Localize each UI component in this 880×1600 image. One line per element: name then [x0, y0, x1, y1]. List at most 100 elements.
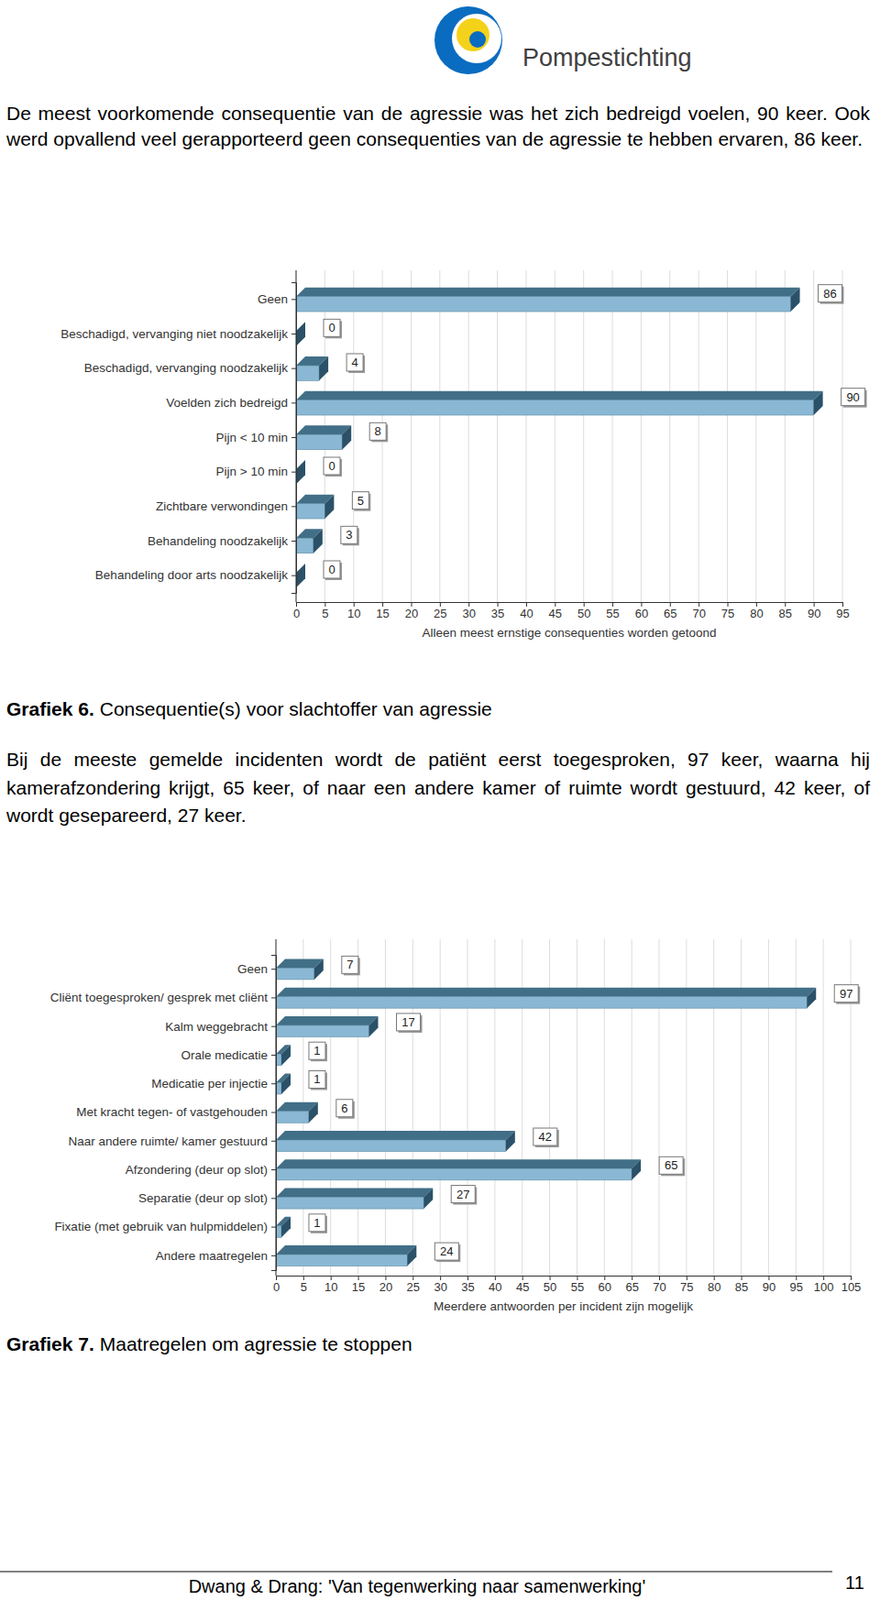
tick-label: Zichtbare verwondingen: [155, 499, 288, 514]
data-label-box: [818, 285, 843, 303]
tick-label: 10: [324, 1280, 338, 1295]
tick-label: 100: [814, 1280, 835, 1295]
caption: Grafiek 7.Maatregelen om agressie te sto…: [6, 1333, 413, 1355]
tick: Zichtbare verwondingen: [155, 499, 297, 514]
caption-text: Maatregelen om agressie te stoppen: [99, 1333, 413, 1355]
bar-top: [275, 988, 816, 998]
grid-line: [842, 270, 844, 603]
tick: 10: [347, 602, 361, 621]
tick: 55: [605, 602, 619, 621]
tick-label: 10: [347, 606, 361, 621]
tick: 20: [405, 602, 418, 621]
data-label: 7: [346, 957, 353, 972]
tick-label: Geen: [257, 292, 288, 307]
tick: Pijn < 10 min: [216, 430, 297, 445]
data-label-box: [341, 956, 359, 974]
tick-label: 45: [549, 606, 562, 621]
chart: Geen Beschadigd, vervanging niet noodzake…: [60, 270, 867, 640]
tick-label: Pijn > 10 min: [216, 464, 288, 479]
data-label-box: [323, 319, 341, 337]
tick: Beschadigd, vervanging niet noodzakelijk: [60, 327, 297, 341]
tick-label: 20: [379, 1280, 393, 1295]
data-label-box: [396, 1013, 421, 1032]
data-label-box: [659, 1156, 683, 1175]
bar-side: [296, 563, 306, 588]
bar-side: [308, 1102, 319, 1124]
tick-label: 50: [543, 1280, 557, 1295]
tick: 0: [293, 602, 300, 621]
tick: 80: [707, 1276, 721, 1295]
caption-text: Consequentie(s) voor slachtoffer van agr…: [99, 698, 493, 720]
footer-text: Dwang & Drang: 'Van tegenwerking naar sa…: [188, 1576, 647, 1597]
tick-label: 30: [433, 1280, 447, 1295]
tick-mark: [271, 1112, 276, 1114]
bar-top: [296, 425, 352, 435]
paragraph: De meest voorkomende consequentie van de…: [6, 100, 870, 153]
tick: 90: [807, 602, 821, 621]
tick-mark: [271, 1198, 276, 1199]
bar: [296, 400, 814, 416]
grid: [275, 939, 851, 1276]
tick-label: Andere maatregelen: [155, 1249, 268, 1264]
bar: [275, 1198, 424, 1210]
tick-label: 75: [721, 606, 735, 621]
tick: 40: [488, 1276, 502, 1295]
tick-label: Behandeling door arts noodzakelijk: [95, 568, 288, 583]
tick-label: 105: [841, 1280, 862, 1295]
bar-side: [341, 425, 352, 450]
tick: 90: [762, 1276, 776, 1295]
tick: 65: [625, 1276, 638, 1295]
data-label-box: [323, 561, 341, 579]
data-label-box: [308, 1070, 326, 1089]
bars: [275, 958, 816, 1266]
tick: Separatie (deur op slot): [138, 1191, 276, 1206]
tick-mark: [271, 1026, 276, 1028]
tick-label: 80: [707, 1280, 721, 1295]
bar: [296, 297, 792, 312]
caption: Grafiek 6.Consequentie(s) voor slachtoff…: [6, 698, 493, 720]
bar-side: [319, 356, 329, 381]
bar-top: [275, 1016, 379, 1026]
tick: Orale medicatie: [180, 1048, 276, 1063]
axis-title: Meerdere antwoorden per incident zijn mo…: [433, 1299, 693, 1314]
bar-side: [814, 391, 824, 416]
data-label-box: [352, 492, 369, 510]
tick-label: 80: [749, 606, 763, 621]
grid-line: [784, 270, 786, 603]
grid-line: [640, 270, 642, 603]
data-label: 1: [313, 1216, 320, 1231]
data-label: 6: [341, 1101, 348, 1116]
tick: 30: [462, 602, 475, 621]
tick-label: 25: [433, 606, 447, 621]
axis-title: Alleen meest ernstige consequenties word…: [421, 626, 716, 640]
bar-top: [275, 1131, 516, 1141]
data-label-box: [341, 526, 358, 544]
grid-line: [296, 270, 297, 603]
tick-mark: [291, 437, 297, 439]
data-label-box: [308, 1214, 326, 1232]
bar-side: [314, 958, 324, 980]
logo-ring: [434, 6, 503, 75]
tick-label: Naar andere ruimte/ kamer gestuurd: [67, 1134, 268, 1149]
tick: Met kracht tegen- of vastgehouden: [76, 1105, 276, 1120]
tick-label: 75: [680, 1280, 693, 1295]
tick-label: Fixatie (met gebruik van hulpmiddelen): [54, 1220, 268, 1234]
bar: [275, 1254, 407, 1267]
tick: 55: [571, 1276, 584, 1295]
tick-label: Orale medicatie: [180, 1048, 268, 1063]
data-label-box: [834, 985, 858, 1003]
tick-label: 60: [598, 1280, 612, 1295]
bar: [275, 1168, 632, 1181]
data-label: 86: [823, 286, 836, 301]
tick-label: 0: [273, 1280, 280, 1295]
tick: Fixatie (met gebruik van hulpmiddelen): [54, 1220, 276, 1234]
bar-side: [407, 1245, 417, 1267]
tick: 85: [779, 602, 792, 621]
tick: 60: [635, 602, 649, 621]
tick: Afzondering (deur op slot): [125, 1163, 276, 1177]
bar-side: [281, 1217, 291, 1239]
grid-line: [669, 270, 671, 603]
tick-mark: [271, 1141, 276, 1143]
data-label: 24: [440, 1244, 453, 1259]
grid: [296, 270, 843, 603]
